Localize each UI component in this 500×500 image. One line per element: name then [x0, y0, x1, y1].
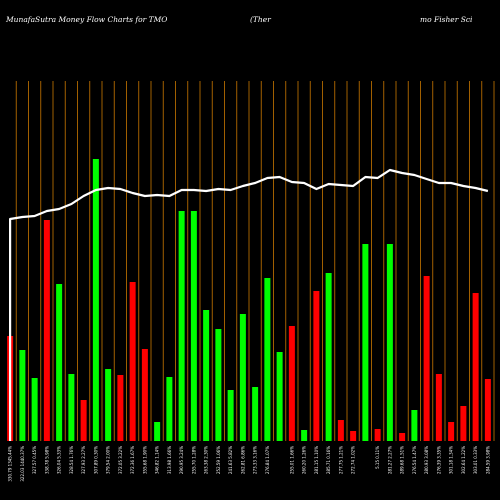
bar-series: [7, 159, 491, 441]
x-tick-label: 277.75 1.21%: [338, 446, 343, 474]
money-flow-bar: [362, 244, 369, 441]
money-flow-bar: [166, 377, 173, 441]
money-flow-bar: [264, 278, 271, 441]
x-tick-label: 252.59 1.06%: [216, 446, 221, 474]
money-flow-bar: [56, 284, 63, 441]
x-tick-label: 307.89 0.30%: [93, 446, 98, 474]
x-tick-label: 260.20 1.26%: [302, 446, 307, 474]
money-flow-bar: [178, 211, 185, 441]
x-tick-label: 255.70 1.28%: [191, 446, 196, 474]
x-tick-label: 326.04 5.33%: [57, 446, 62, 474]
money-flow-bar: [460, 406, 467, 441]
money-flow-bar: [350, 431, 357, 441]
x-tick-label: 328.54 1.76%: [69, 446, 74, 474]
money-flow-bar: [80, 400, 87, 441]
line-series: [9, 168, 489, 441]
x-tick-label: 322.03 1440.37%: [20, 446, 25, 482]
money-flow-bar: [374, 429, 381, 441]
money-flow-bar: [423, 276, 430, 441]
x-tick-labels: 330.79 1345.44% 322.03 1440.37% 327.57 0.4…: [8, 446, 491, 482]
money-flow-bar: [313, 291, 320, 441]
money-flow-bar: [105, 369, 112, 441]
x-tick-label: 346.82 1.14%: [155, 446, 160, 474]
x-tick-label: 313.98 1.66%: [167, 446, 172, 474]
x-tick-label: 289.68 1.51%: [400, 446, 405, 474]
money-flow-bar: [325, 273, 332, 441]
money-flow-bar: [92, 159, 99, 441]
x-tick-label: 281.15 1.10%: [314, 446, 319, 474]
x-tick-label: 241.63 5.82%: [228, 446, 233, 474]
x-tick-label: 338.78 5.98%: [44, 446, 49, 474]
x-tick-label: 280.93 3.08%: [424, 446, 429, 474]
x-tick-label: 285.71 0.16%: [326, 446, 331, 474]
money-flow-bar: [31, 378, 38, 441]
money-flow-bar: [472, 293, 479, 441]
money-flow-bar: [411, 410, 418, 441]
money-flow-line: [9, 168, 489, 441]
money-flow-bar: [239, 314, 246, 441]
x-tick-label: 262.81 6.86%: [240, 446, 245, 474]
money-flow-bar: [252, 387, 259, 441]
money-flow-bar: [68, 374, 75, 441]
money-flow-bar: [435, 374, 442, 441]
money-flow-bar: [288, 326, 295, 441]
x-tick-label: 5.15 0.11%: [375, 446, 380, 469]
money-flow-bar: [43, 220, 50, 441]
x-tick-label: 276.54 1.47%: [412, 446, 417, 474]
x-tick-label: 327.93 2.27%: [81, 446, 86, 474]
money-flow-bar: [399, 433, 406, 441]
x-tick-label: 272.74 1.02%: [351, 446, 356, 474]
money-flow-bar: [117, 375, 124, 441]
x-tick-label: 273.33 3.16%: [253, 446, 258, 474]
x-tick-label: 263.38 2.30%: [204, 446, 209, 474]
x-tick-label: 281.27 2.27%: [387, 446, 392, 474]
money-flow-bar: [337, 420, 344, 441]
money-flow-bar: [227, 390, 234, 441]
money-flow-bar: [154, 422, 161, 441]
x-tick-label: 327.57 0.45%: [32, 446, 37, 474]
grid-lines: [15, 81, 495, 441]
money-flow-bar: [19, 350, 26, 441]
money-flow-bar: [141, 349, 148, 441]
x-tick-label: 290.95 3.24%: [179, 446, 184, 474]
x-tick-label: 372.05 3.22%: [118, 446, 123, 474]
x-tick-label: 302.64 1.22%: [461, 446, 466, 474]
x-tick-label: 301.18 1.34%: [449, 446, 454, 474]
money-flow-bar: [129, 282, 136, 441]
money-flow-bar: [448, 422, 455, 441]
x-tick-label: 284.59 3.98%: [485, 446, 490, 474]
x-tick-label: 372.36 1.67%: [130, 446, 135, 474]
money-flow-bar: [301, 430, 308, 441]
money-flow-bar: [190, 211, 197, 441]
x-tick-label: 379.54 2.00%: [106, 446, 111, 474]
money-flow-bar: [276, 352, 283, 441]
chart-title-left: MunafaSutra Money Flow Charts for TMO: [5, 15, 167, 24]
x-tick-label: 276.39 3.35%: [436, 446, 441, 474]
money-flow-bar: [484, 379, 491, 441]
chart-title-right: mo Fisher Sci: [420, 15, 473, 24]
money-flow-bar: [203, 310, 210, 441]
x-tick-label: 355.68 1.90%: [142, 446, 147, 474]
x-tick-label: 303.01 0.33%: [473, 446, 478, 474]
x-tick-label: 255.01 1.66%: [289, 446, 294, 474]
money-flow-bar: [386, 244, 393, 441]
x-tick-label: 330.79 1345.44%: [8, 446, 13, 482]
money-flow-bar: [215, 329, 222, 441]
chart-title-middle: (Ther: [250, 15, 271, 24]
x-tick-label: 276.84 1.07%: [265, 446, 270, 474]
